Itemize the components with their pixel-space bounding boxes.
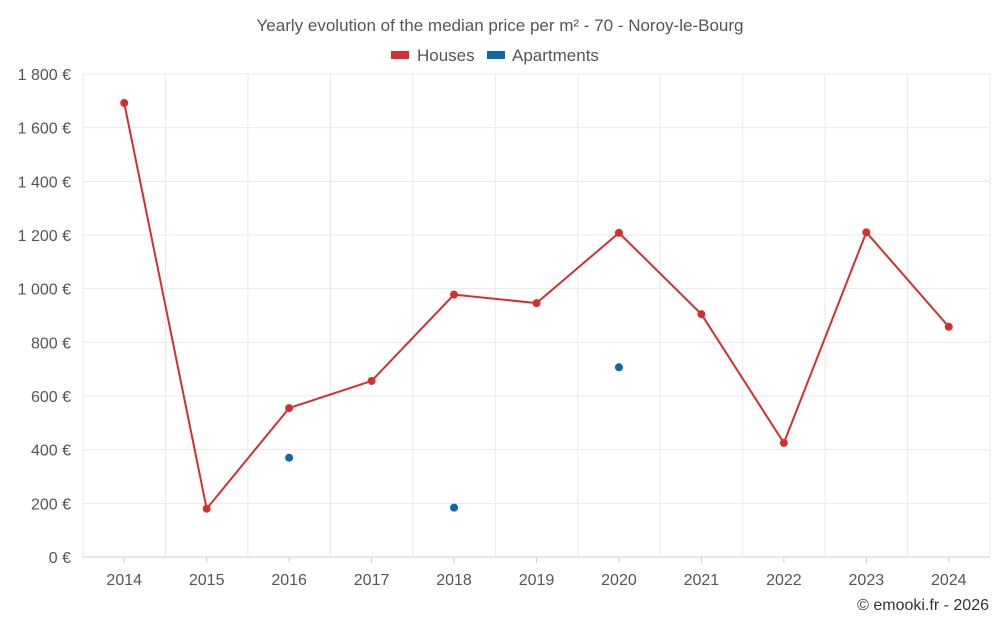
data-point-houses-2017[interactable] <box>367 376 376 385</box>
data-point-houses-2023[interactable] <box>862 228 871 237</box>
data-point-apartments-2020[interactable] <box>614 363 623 372</box>
y-tick-label: 1 800 € <box>18 67 71 84</box>
x-tick-label: 2020 <box>601 572 637 589</box>
chart-title: Yearly evolution of the median price per… <box>257 16 744 35</box>
data-point-houses-2021[interactable] <box>697 310 706 319</box>
legend: Houses Apartments <box>391 46 599 65</box>
legend-item-apartments[interactable]: Apartments <box>487 46 599 65</box>
x-tick-label: 2018 <box>436 572 472 589</box>
y-tick-label: 600 € <box>31 389 71 406</box>
y-tick-label: 1 600 € <box>18 121 71 138</box>
y-axis-tick-labels: 0 € 200 € 400 € 600 € 800 € 1 000 € 1 200 € 1 4… <box>18 67 71 567</box>
series-marks <box>120 98 953 513</box>
data-point-houses-2014[interactable] <box>120 98 129 107</box>
x-tick-label: 2017 <box>354 572 390 589</box>
credit-text: © emooki.fr - 2026 <box>857 597 989 614</box>
x-tick-label: 2019 <box>519 572 555 589</box>
x-tick-label: 2014 <box>106 572 142 589</box>
x-axis-tick-labels: 2014 2015 2016 2017 2018 2019 2020 2021 2022 2023… <box>106 557 967 589</box>
y-tick-label: 1 400 € <box>18 174 71 191</box>
y-tick-label: 1 200 € <box>18 228 71 245</box>
data-point-apartments-2018[interactable] <box>450 503 459 512</box>
data-point-houses-2024[interactable] <box>944 322 953 331</box>
y-tick-label: 400 € <box>31 443 71 460</box>
data-point-apartments-2016[interactable] <box>285 453 294 462</box>
data-point-houses-2016[interactable] <box>285 404 294 413</box>
x-tick-label: 2016 <box>271 572 307 589</box>
x-tick-label: 2021 <box>684 572 720 589</box>
legend-label-apartments: Apartments <box>512 46 599 65</box>
data-point-houses-2020[interactable] <box>614 228 623 237</box>
legend-item-houses[interactable]: Houses <box>391 46 475 65</box>
data-point-houses-2022[interactable] <box>779 438 788 447</box>
data-point-houses-2015[interactable] <box>202 504 211 513</box>
legend-swatch-houses <box>391 51 409 59</box>
legend-swatch-apartments <box>487 51 505 59</box>
y-tick-label: 200 € <box>31 496 71 513</box>
y-tick-label: 800 € <box>31 335 71 352</box>
x-tick-label: 2015 <box>189 572 225 589</box>
x-tick-label: 2023 <box>849 572 885 589</box>
data-point-houses-2019[interactable] <box>532 299 541 308</box>
y-tick-label: 0 € <box>49 550 71 567</box>
legend-label-houses: Houses <box>417 46 475 65</box>
x-tick-label: 2024 <box>931 572 967 589</box>
gridlines <box>82 73 991 558</box>
data-point-houses-2018[interactable] <box>450 290 459 299</box>
x-tick-label: 2022 <box>766 572 802 589</box>
y-tick-label: 1 000 € <box>18 282 71 299</box>
